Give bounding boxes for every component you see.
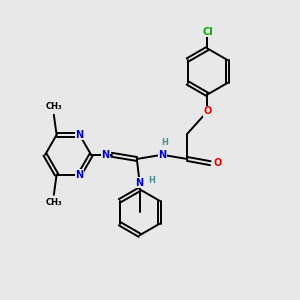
Text: H: H [148, 176, 155, 184]
Text: N: N [136, 178, 144, 188]
Text: N: N [101, 150, 110, 160]
Text: CH₃: CH₃ [46, 198, 62, 207]
Text: O: O [213, 158, 221, 168]
Text: N: N [158, 150, 166, 160]
Text: N: N [76, 130, 84, 140]
Text: O: O [203, 106, 211, 116]
Text: H: H [161, 139, 168, 148]
Text: N: N [76, 170, 84, 180]
Text: CH₃: CH₃ [46, 102, 62, 111]
Text: Cl: Cl [202, 27, 213, 37]
